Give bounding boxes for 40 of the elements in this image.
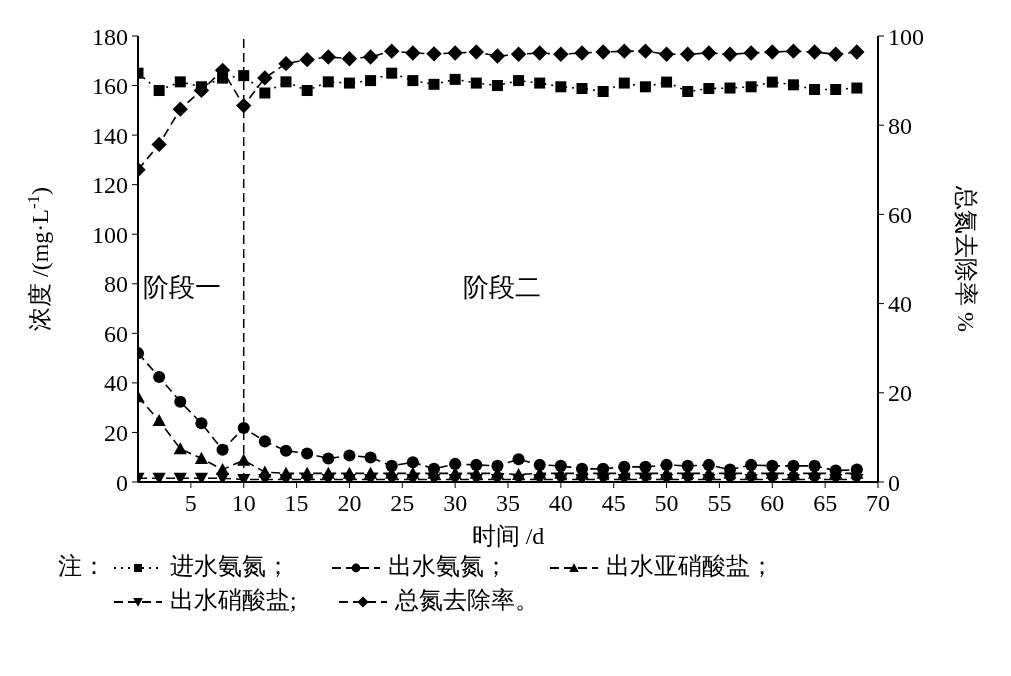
y-tick-label: 80	[104, 271, 128, 298]
y-tick-label: 100	[92, 221, 128, 248]
y2-tick-label: 100	[888, 23, 924, 50]
y2-tick-label: 40	[888, 291, 912, 318]
y-tick-label: 120	[92, 172, 128, 199]
x-tick-label: 50	[654, 490, 679, 517]
y2-tick-label: 20	[888, 380, 912, 407]
x-tick-label: 20	[337, 490, 362, 517]
x-tick-label: 70	[866, 490, 890, 517]
y2-tick-label: 60	[888, 201, 912, 228]
y-tick-label: 0	[116, 469, 128, 496]
annotation: 阶段一	[143, 272, 221, 304]
x-tick-label: 30	[443, 490, 468, 517]
x-tick-label: 45	[601, 490, 626, 517]
y-tick-label: 160	[92, 73, 128, 100]
x-tick-label: 10	[231, 490, 256, 517]
legend-label: 出水氨氮；	[388, 553, 508, 579]
x-tick-label: 15	[284, 490, 309, 517]
y2-tick-label: 0	[888, 469, 900, 496]
annotation: 阶段二	[463, 272, 541, 304]
y-tick-label: 60	[104, 320, 128, 347]
y2-axis-title: 总氮去除率 %	[953, 185, 979, 332]
y-tick-label: 140	[92, 122, 128, 149]
legend-label: 总氮去除率。	[394, 587, 539, 613]
legend-label: 进水氨氮；	[170, 553, 290, 579]
legend-label: 出水硝酸盐;	[170, 587, 297, 613]
y-tick-label: 20	[104, 419, 128, 446]
x-tick-label: 5	[184, 490, 197, 517]
y-tick-label: 40	[104, 370, 128, 397]
x-tick-label: 35	[496, 490, 520, 517]
x-tick-label: 25	[390, 490, 415, 517]
legend-title: 注：	[58, 552, 106, 581]
legend-label: 出水亚硝酸盐；	[606, 553, 774, 579]
x-tick-label: 60	[760, 490, 785, 517]
x-axis-title: 时间 /d	[471, 523, 545, 549]
y2-tick-label: 80	[888, 112, 912, 139]
x-tick-label: 55	[707, 490, 732, 517]
x-tick-label: 65	[813, 490, 838, 517]
x-tick-label: 40	[548, 490, 573, 517]
y-tick-label: 180	[92, 23, 128, 50]
